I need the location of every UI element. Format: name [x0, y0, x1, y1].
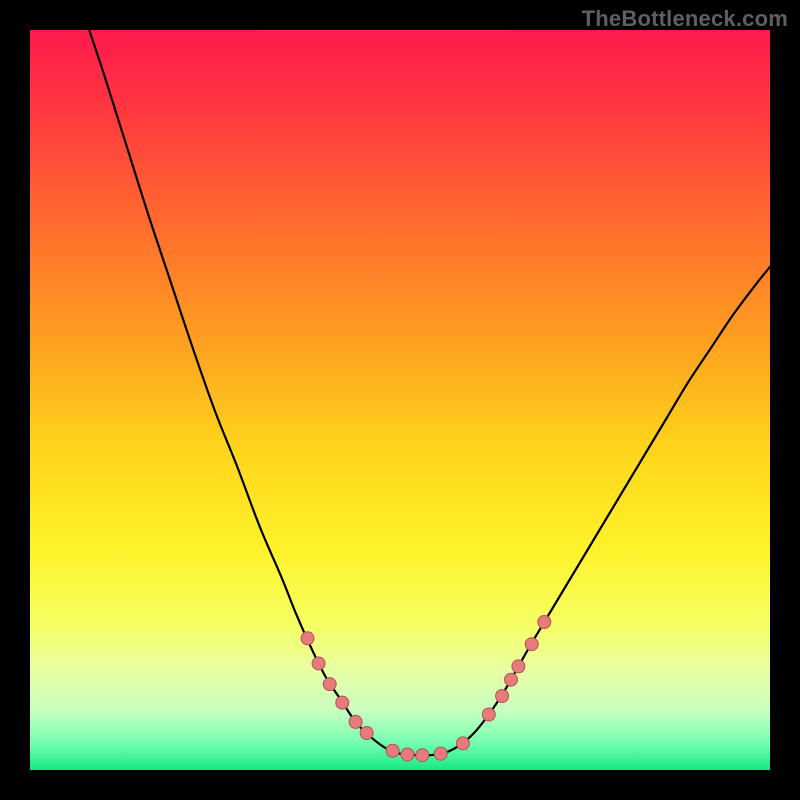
plot-svg	[30, 30, 770, 770]
data-marker	[312, 657, 325, 670]
data-marker	[525, 638, 538, 651]
data-marker	[434, 747, 447, 760]
chart-frame: TheBottleneck.com	[0, 0, 800, 800]
data-marker	[323, 678, 336, 691]
data-marker	[386, 744, 399, 757]
data-marker	[301, 632, 314, 645]
data-marker	[416, 749, 429, 762]
data-marker	[360, 727, 373, 740]
data-marker	[456, 737, 469, 750]
data-marker	[512, 660, 525, 673]
data-marker	[505, 673, 518, 686]
watermark-text: TheBottleneck.com	[582, 6, 788, 32]
data-marker	[401, 748, 414, 761]
data-marker	[482, 708, 495, 721]
plot-area	[30, 30, 770, 770]
data-marker	[336, 696, 349, 709]
data-marker	[538, 616, 551, 629]
data-marker	[496, 690, 509, 703]
gradient-background	[30, 30, 770, 770]
data-marker	[349, 715, 362, 728]
